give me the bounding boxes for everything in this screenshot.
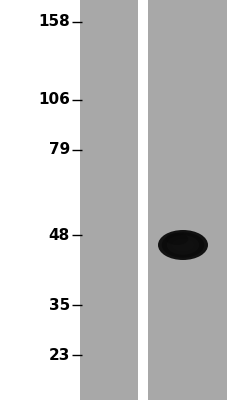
Bar bbox=[137, 0, 147, 400]
Text: 23: 23 bbox=[48, 348, 70, 362]
Ellipse shape bbox=[161, 232, 203, 258]
Ellipse shape bbox=[171, 238, 193, 252]
Ellipse shape bbox=[166, 235, 198, 255]
Text: 35: 35 bbox=[49, 298, 70, 312]
Bar bbox=[147, 0, 227, 400]
Ellipse shape bbox=[165, 233, 188, 245]
Text: 79: 79 bbox=[49, 142, 70, 158]
Bar bbox=[80, 0, 137, 400]
Text: 48: 48 bbox=[49, 228, 70, 242]
Ellipse shape bbox=[157, 230, 207, 260]
Text: 106: 106 bbox=[38, 92, 70, 108]
Text: 158: 158 bbox=[38, 14, 70, 30]
